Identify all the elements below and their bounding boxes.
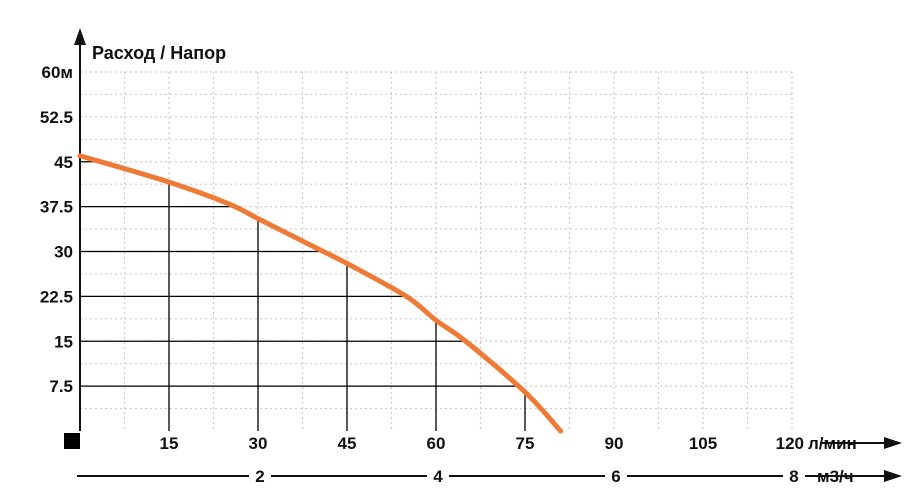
x2-tick-label: 2 bbox=[255, 467, 264, 486]
x2-tick-bg bbox=[249, 464, 271, 486]
x-tick-label: 120 bbox=[776, 434, 804, 453]
series-curve-line bbox=[77, 153, 564, 434]
y-axis-arrow-icon bbox=[74, 28, 86, 45]
y-tick-label: 22.5 bbox=[40, 287, 73, 306]
tick-labels: 60м 52.5 45 37.5 30 22.5 15 7.5 15 30 45 60 75 90 105 1… bbox=[40, 63, 805, 486]
origin-square-icon bbox=[64, 433, 80, 449]
x2-tick-label: 8 bbox=[789, 467, 798, 486]
x-tick-label: 30 bbox=[249, 434, 268, 453]
x-tick-label: 105 bbox=[689, 434, 717, 453]
y-tick-label: 7.5 bbox=[49, 377, 73, 396]
series-curve bbox=[77, 153, 564, 434]
chart-title: Расход / Напор bbox=[92, 43, 226, 63]
x2-axis-unit: м3/ч bbox=[817, 467, 854, 486]
axes bbox=[64, 28, 902, 482]
x-tick-label: 75 bbox=[516, 434, 535, 453]
x-axis-arrow-icon bbox=[884, 437, 902, 449]
x-tick-label: 90 bbox=[605, 434, 624, 453]
x-axis-unit: л/мин bbox=[808, 434, 857, 453]
x-tick-label: 45 bbox=[338, 434, 357, 453]
y-tick-label: 45 bbox=[54, 153, 73, 172]
x2-tick-label: 6 bbox=[611, 467, 620, 486]
y-tick-label: 15 bbox=[54, 332, 73, 351]
y-tick-label: 52.5 bbox=[40, 108, 73, 127]
reference-lines bbox=[80, 161, 526, 431]
x2-tick-bg bbox=[427, 464, 449, 486]
x2-tick-bg bbox=[783, 464, 805, 486]
x2-axis-arrow-icon bbox=[884, 470, 902, 482]
y-tick-label: 37.5 bbox=[40, 198, 73, 217]
x2-tick-label: 4 bbox=[433, 467, 443, 486]
y-tick-label: 60м bbox=[42, 63, 74, 82]
x2-tick-bg bbox=[605, 464, 627, 486]
x-tick-label: 60 bbox=[427, 434, 446, 453]
x-tick-label: 15 bbox=[160, 434, 179, 453]
y-tick-label: 30 bbox=[54, 243, 73, 262]
